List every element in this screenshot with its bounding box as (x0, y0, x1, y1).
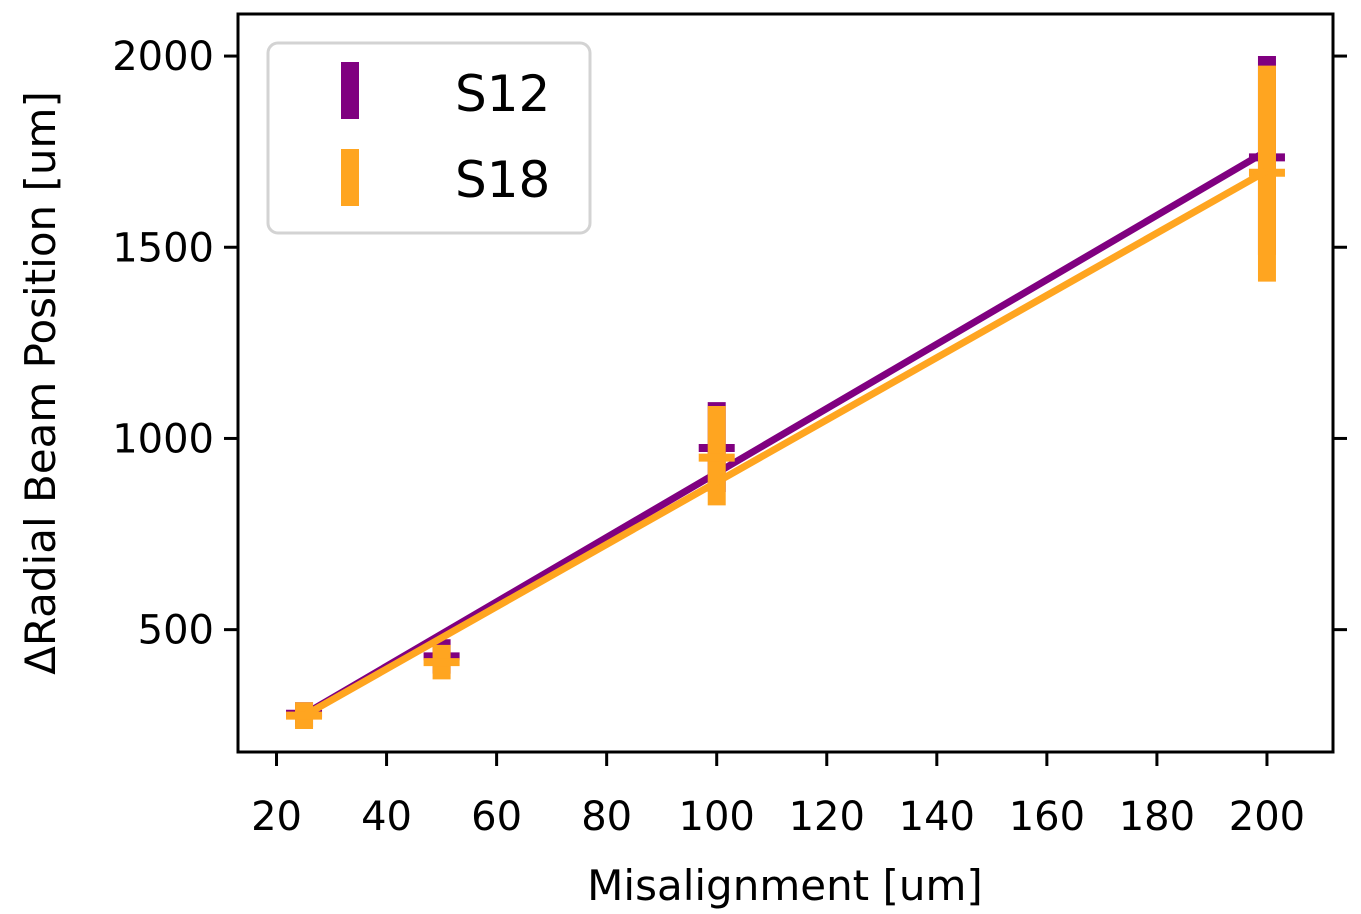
plot-area (286, 56, 1285, 730)
x-tick-label: 140 (899, 794, 975, 840)
legend-label-s12: S12 (455, 65, 550, 123)
axes-frame (236, 12, 1335, 754)
y-tick-label: 1000 (112, 416, 214, 462)
y-tick-label: 1500 (112, 225, 214, 271)
y-axis-label: ΔRadial Beam Position [um] (16, 91, 65, 675)
x-tick-label: 160 (1009, 794, 1085, 840)
x-tick-label: 40 (361, 794, 412, 840)
x-tick-label: 100 (679, 794, 755, 840)
ticks: 20 40 60 80 100 120 140 160 180 200 500 1000 1500 200… (112, 34, 1347, 840)
legend: S12 S18 (266, 41, 592, 235)
x-tick-label: 120 (789, 794, 865, 840)
x-tick-label: 60 (471, 794, 522, 840)
legend-swatch-s12 (341, 62, 359, 119)
x-tick-label: 20 (251, 794, 302, 840)
x-axis-label: Misalignment [um] (587, 861, 983, 910)
legend-swatch-s18 (341, 149, 359, 206)
series-s18 (286, 65, 1285, 730)
fit-line (302, 147, 1269, 718)
y-tick-label: 500 (138, 608, 214, 654)
legend-label-s18: S18 (455, 151, 550, 209)
x-tick-label: 200 (1229, 794, 1305, 840)
y-tick-label: 2000 (112, 34, 214, 80)
fit-line (302, 167, 1269, 719)
x-tick-label: 80 (581, 794, 632, 840)
x-tick-label: 180 (1119, 794, 1195, 840)
